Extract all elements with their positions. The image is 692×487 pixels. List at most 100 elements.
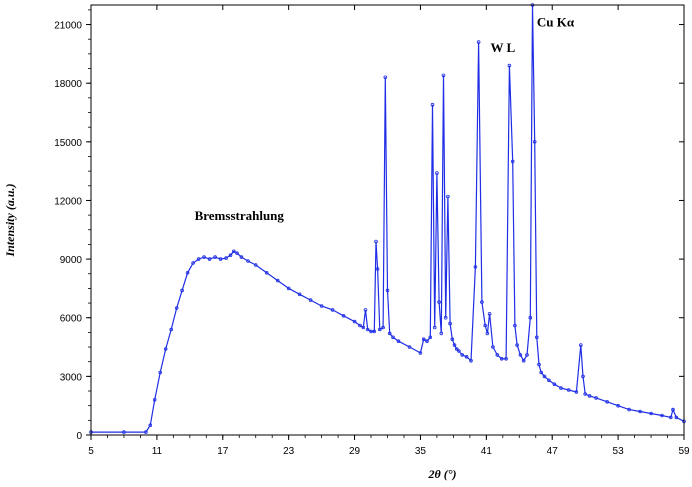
- data-point: [649, 411, 653, 416]
- data-point: [352, 319, 357, 324]
- data-point: [297, 292, 302, 297]
- data-point: [513, 323, 517, 328]
- data-point: [185, 270, 190, 275]
- data-point: [539, 370, 543, 375]
- data-point: [430, 102, 435, 107]
- data-point: [365, 327, 370, 332]
- data-point: [507, 63, 512, 68]
- x-axis-title: 2θ (°): [427, 467, 456, 481]
- data-point: [518, 353, 523, 357]
- data-point: [671, 407, 675, 412]
- data-point: [418, 351, 423, 355]
- data-point: [437, 300, 441, 304]
- data-point: [448, 321, 452, 326]
- annotation-bremsstrahlung: Bremsstrahlung: [195, 208, 285, 223]
- data-point: [476, 40, 481, 44]
- data-point: [239, 255, 244, 259]
- data-point: [372, 329, 377, 334]
- data-point: [534, 335, 539, 340]
- data-point: [435, 171, 439, 175]
- data-point: [396, 339, 401, 344]
- data-point: [638, 409, 642, 414]
- data-point: [308, 298, 313, 302]
- x-tick-label: 35: [415, 446, 427, 457]
- data-point: [428, 335, 433, 340]
- data-point: [480, 300, 484, 304]
- data-point: [196, 257, 201, 261]
- data-point: [439, 331, 444, 336]
- y-tick-label: 18000: [54, 79, 82, 90]
- y-axis-title: Intensity (a.u.): [3, 183, 17, 257]
- data-point: [537, 362, 541, 367]
- data-point: [552, 382, 557, 387]
- data-point: [253, 263, 258, 267]
- annotation-wl: W L: [490, 40, 515, 55]
- y-tick-label: 6000: [60, 314, 83, 325]
- data-point: [385, 288, 390, 293]
- data-point: [446, 194, 450, 199]
- data-point: [169, 327, 174, 332]
- data-point: [341, 313, 346, 318]
- data-point: [450, 337, 455, 342]
- data-point: [574, 390, 579, 394]
- data-point: [454, 347, 459, 351]
- data-point: [224, 256, 228, 260]
- y-tick-label: 21000: [54, 21, 82, 32]
- data-point: [521, 358, 526, 363]
- data-point: [460, 353, 465, 357]
- data-point: [363, 308, 368, 312]
- data-point: [469, 358, 473, 363]
- data-point: [495, 353, 500, 357]
- x-tick-label: 41: [481, 446, 493, 457]
- data-point: [319, 304, 324, 308]
- data-point: [432, 325, 437, 330]
- data-point: [375, 267, 380, 271]
- x-tick-label: 29: [349, 446, 361, 457]
- series-line: [91, 4, 685, 433]
- data-point: [452, 343, 457, 347]
- data-point: [275, 278, 280, 283]
- data-point: [504, 356, 508, 361]
- data-point: [391, 335, 395, 340]
- data-point: [473, 265, 478, 269]
- data-point: [286, 286, 291, 291]
- data-point: [207, 257, 212, 261]
- data-point: [464, 354, 469, 359]
- data-point: [485, 331, 490, 336]
- data-point: [158, 370, 163, 375]
- data-point: [163, 347, 168, 351]
- data-point: [578, 343, 583, 347]
- data-point: [594, 396, 598, 400]
- data-point: [616, 403, 620, 408]
- data-point: [407, 345, 412, 349]
- data-point: [152, 397, 157, 402]
- data-point: [487, 311, 492, 316]
- data-point: [528, 315, 533, 320]
- x-tick-label: 47: [547, 446, 559, 457]
- data-point: [457, 349, 461, 353]
- data-point: [180, 288, 184, 293]
- y-tick-label: 12000: [54, 196, 82, 207]
- data-point: [148, 423, 153, 428]
- data-point: [605, 399, 609, 404]
- data-point: [499, 356, 504, 361]
- data-point: [547, 378, 551, 383]
- data-point: [443, 315, 448, 320]
- data-point: [441, 73, 446, 78]
- data-point: [483, 323, 488, 328]
- data-point: [515, 343, 519, 347]
- x-tick-label: 5: [88, 446, 94, 457]
- data-point: [228, 253, 233, 258]
- data-point: [358, 323, 362, 328]
- data-point: [542, 374, 547, 379]
- annotation-cu-ka: Cu Kα: [537, 15, 575, 30]
- y-tick-label: 0: [76, 431, 82, 442]
- x-tick-label: 53: [613, 446, 625, 457]
- data-point: [232, 249, 236, 254]
- data-point: [566, 388, 571, 392]
- data-point: [369, 329, 373, 334]
- data-point: [144, 430, 148, 434]
- axes: 5 11 17 23 29 35 41 47 53 59 0 3000 6000 9000 12000 150…: [54, 4, 690, 457]
- data-point: [510, 159, 515, 164]
